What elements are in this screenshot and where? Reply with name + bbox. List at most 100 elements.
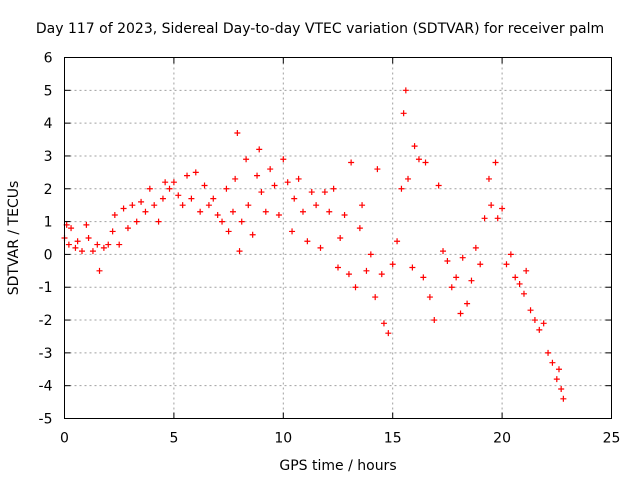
data-point [400,110,407,117]
y-tick-label: -2 [39,313,53,329]
data-point [175,192,182,199]
data-point [372,294,379,301]
data-point [459,254,466,261]
data-point [116,241,123,248]
data-point [170,179,177,186]
data-point [129,202,136,209]
data-point [142,208,149,215]
axis-ticks [64,57,612,419]
data-point [120,205,127,212]
data-point [271,182,278,189]
data-point [197,208,204,215]
data-point [166,185,173,192]
data-point [472,244,479,251]
data-point [234,129,241,136]
data-point [356,225,363,232]
data-point [398,185,405,192]
data-point [79,248,86,255]
data-point [378,271,385,278]
data-point [330,185,337,192]
data-point [380,320,387,327]
y-axis-label: SDTVAR / TECUs [6,181,22,296]
y-tick-label: 6 [44,51,53,67]
data-point [440,248,447,255]
data-point [232,175,239,182]
data-point [492,159,499,166]
plot-frame [64,57,612,419]
y-tick-label: -4 [39,379,53,395]
x-tick-labels: 0 5 10 15 20 25 [60,431,620,447]
data-point [359,202,366,209]
data-point [96,267,103,274]
data-point [74,238,81,245]
data-point [111,212,118,219]
data-point [402,87,409,94]
data-point [453,274,460,281]
data-point [420,274,427,281]
data-point [389,261,396,268]
data-point [545,349,552,356]
data-point [299,208,306,215]
data-point [520,290,527,297]
data-point [335,264,341,271]
data-point [295,175,302,182]
data-point [138,198,145,205]
data-point [243,156,250,163]
data-point [133,218,140,225]
data-point [481,215,488,222]
data-point [415,156,422,163]
data-point [512,274,519,281]
data-point [555,366,562,373]
data-point [313,202,320,209]
data-point [245,202,252,209]
data-point [155,218,162,225]
data-point [262,208,269,215]
data-point [560,395,567,402]
y-tick-label: 3 [44,149,53,165]
y-tick-label: -3 [39,346,53,362]
data-point [68,225,75,232]
data-point [477,261,484,268]
data-point [124,225,131,232]
y-tick-label: -5 [39,412,53,428]
data-point [540,320,547,327]
data-point [304,238,311,245]
x-tick-label: 15 [384,431,402,447]
data-point [192,169,199,176]
data-point [109,228,116,235]
data-point [321,189,328,196]
data-point [280,156,287,163]
data-point [258,189,265,196]
data-point [225,228,232,235]
data-point [210,195,217,202]
data-point [159,195,166,202]
data-point [65,241,72,248]
grid-lines [64,57,612,419]
data-point [531,317,538,324]
data-point [448,284,455,291]
data-point [348,159,355,166]
data-point [457,310,464,317]
data-point [385,330,392,337]
data-point [275,212,282,219]
data-point [205,202,212,209]
data-point [516,280,523,287]
data-point [85,235,92,241]
data-point [100,244,107,251]
y-tick-labels: -5 -4 -3 -2 -1 0 1 2 3 4 5 6 [39,51,53,428]
data-point [558,385,565,392]
data-point [72,244,79,251]
data-point [291,195,298,202]
data-point [229,208,236,215]
data-point [341,212,348,219]
data-points [61,87,567,402]
data-point [188,195,195,202]
data-point [289,228,296,235]
data-point [345,271,352,278]
data-point [464,300,471,307]
data-point [352,284,359,291]
y-tick-label: 4 [44,116,53,132]
data-point [284,179,291,186]
y-tick-label: 2 [44,182,53,198]
data-point [468,277,475,284]
